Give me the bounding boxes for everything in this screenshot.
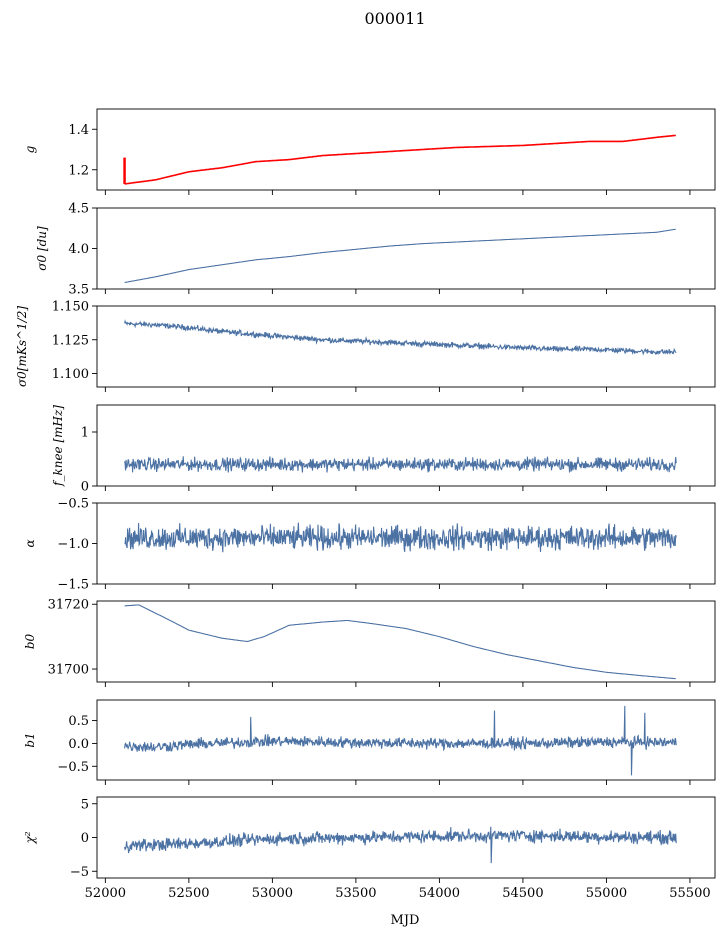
- y-axis-label: α: [23, 539, 37, 547]
- y-tick-label: 0.0: [68, 737, 89, 752]
- y-tick-label: 31700: [48, 663, 89, 678]
- axes-frame: [96, 699, 716, 781]
- y-tick-label: 0: [81, 480, 89, 495]
- data-series-line: [124, 456, 677, 474]
- y-tick-label: 1.150: [52, 300, 89, 315]
- y-tick-label: 1.125: [52, 333, 89, 348]
- panel-5: −1.5 −1.0 −0.5 α: [23, 497, 716, 593]
- data-series-line: [124, 522, 677, 553]
- panels: 1.2 1.4 g 3.5 4.0 4.5 σ0 [du] 1.100 1.125 1.150 σ0…: [15, 108, 716, 901]
- data-series-line: [124, 705, 677, 776]
- figure-title: 000011: [364, 9, 425, 28]
- y-tick-label: 0.5: [68, 714, 89, 729]
- y-axis-label: χ²: [23, 831, 37, 844]
- axes-frame: [96, 108, 716, 191]
- axes-frame: [96, 600, 716, 683]
- panel-3: 1.100 1.125 1.150 σ0[mKs^1/2]: [15, 300, 716, 392]
- panel-2: 3.5 4.0 4.5 σ0 [du]: [35, 202, 716, 298]
- data-series-line: [124, 228, 676, 284]
- data-series-line: [124, 319, 677, 356]
- x-tick-label: 55500: [669, 886, 710, 901]
- axes-frame: [96, 305, 716, 388]
- y-tick-label: −0.5: [57, 497, 89, 512]
- panel-7: −0.5 0.0 0.5 b1: [23, 699, 716, 785]
- x-tick-label: 54000: [419, 886, 460, 901]
- x-tick-label: 52000: [85, 886, 126, 901]
- x-tick-label: 55000: [586, 886, 627, 901]
- y-tick-label: −1.5: [57, 578, 89, 593]
- axes-frame: [96, 404, 716, 487]
- y-axis-label: g: [23, 145, 37, 153]
- y-tick-label: 5: [81, 797, 89, 812]
- y-tick-label: −5: [70, 865, 89, 880]
- x-tick-label: 53500: [335, 886, 376, 901]
- y-tick-label: 1.100: [52, 367, 89, 382]
- y-tick-label: 3.5: [68, 283, 89, 298]
- y-tick-label: 1.2: [68, 163, 89, 178]
- x-tick-label: 53000: [252, 886, 293, 901]
- y-tick-label: −0.5: [57, 760, 89, 775]
- y-tick-label: 1.4: [68, 123, 89, 138]
- fit-series-line: [124, 134, 676, 185]
- y-axis-label: b0: [23, 633, 37, 649]
- y-tick-label: 0: [81, 831, 89, 846]
- y-tick-label: 4.0: [68, 242, 89, 257]
- x-axis-label: MJD: [391, 913, 420, 928]
- y-tick-label: −1.0: [57, 537, 89, 552]
- panel-6: 31700 31720 b0: [23, 598, 716, 687]
- y-axis-label: b1: [23, 732, 37, 747]
- axes-frame: [96, 207, 716, 290]
- y-axis-label: σ0[mKs^1/2]: [15, 306, 29, 387]
- y-tick-label: 4.5: [68, 202, 89, 217]
- x-tick-label: 54500: [502, 886, 543, 901]
- panel-4: 0 1 f_knee [mHz]: [51, 404, 716, 495]
- x-tick-label: 52500: [168, 886, 209, 901]
- data-series-line: [124, 826, 677, 864]
- y-tick-label: 1: [81, 426, 89, 441]
- data-series-line: [124, 134, 676, 185]
- y-axis-label: f_knee [mHz]: [51, 405, 65, 487]
- panel-1: 1.2 1.4 g: [23, 108, 716, 195]
- y-tick-label: 31720: [48, 598, 89, 613]
- panel-8: −5 0 5 52000 52500 53000 53500 54000 54500 55000 5…: [23, 796, 716, 901]
- y-axis-label: σ0 [du]: [35, 226, 49, 271]
- data-series-line: [124, 604, 676, 680]
